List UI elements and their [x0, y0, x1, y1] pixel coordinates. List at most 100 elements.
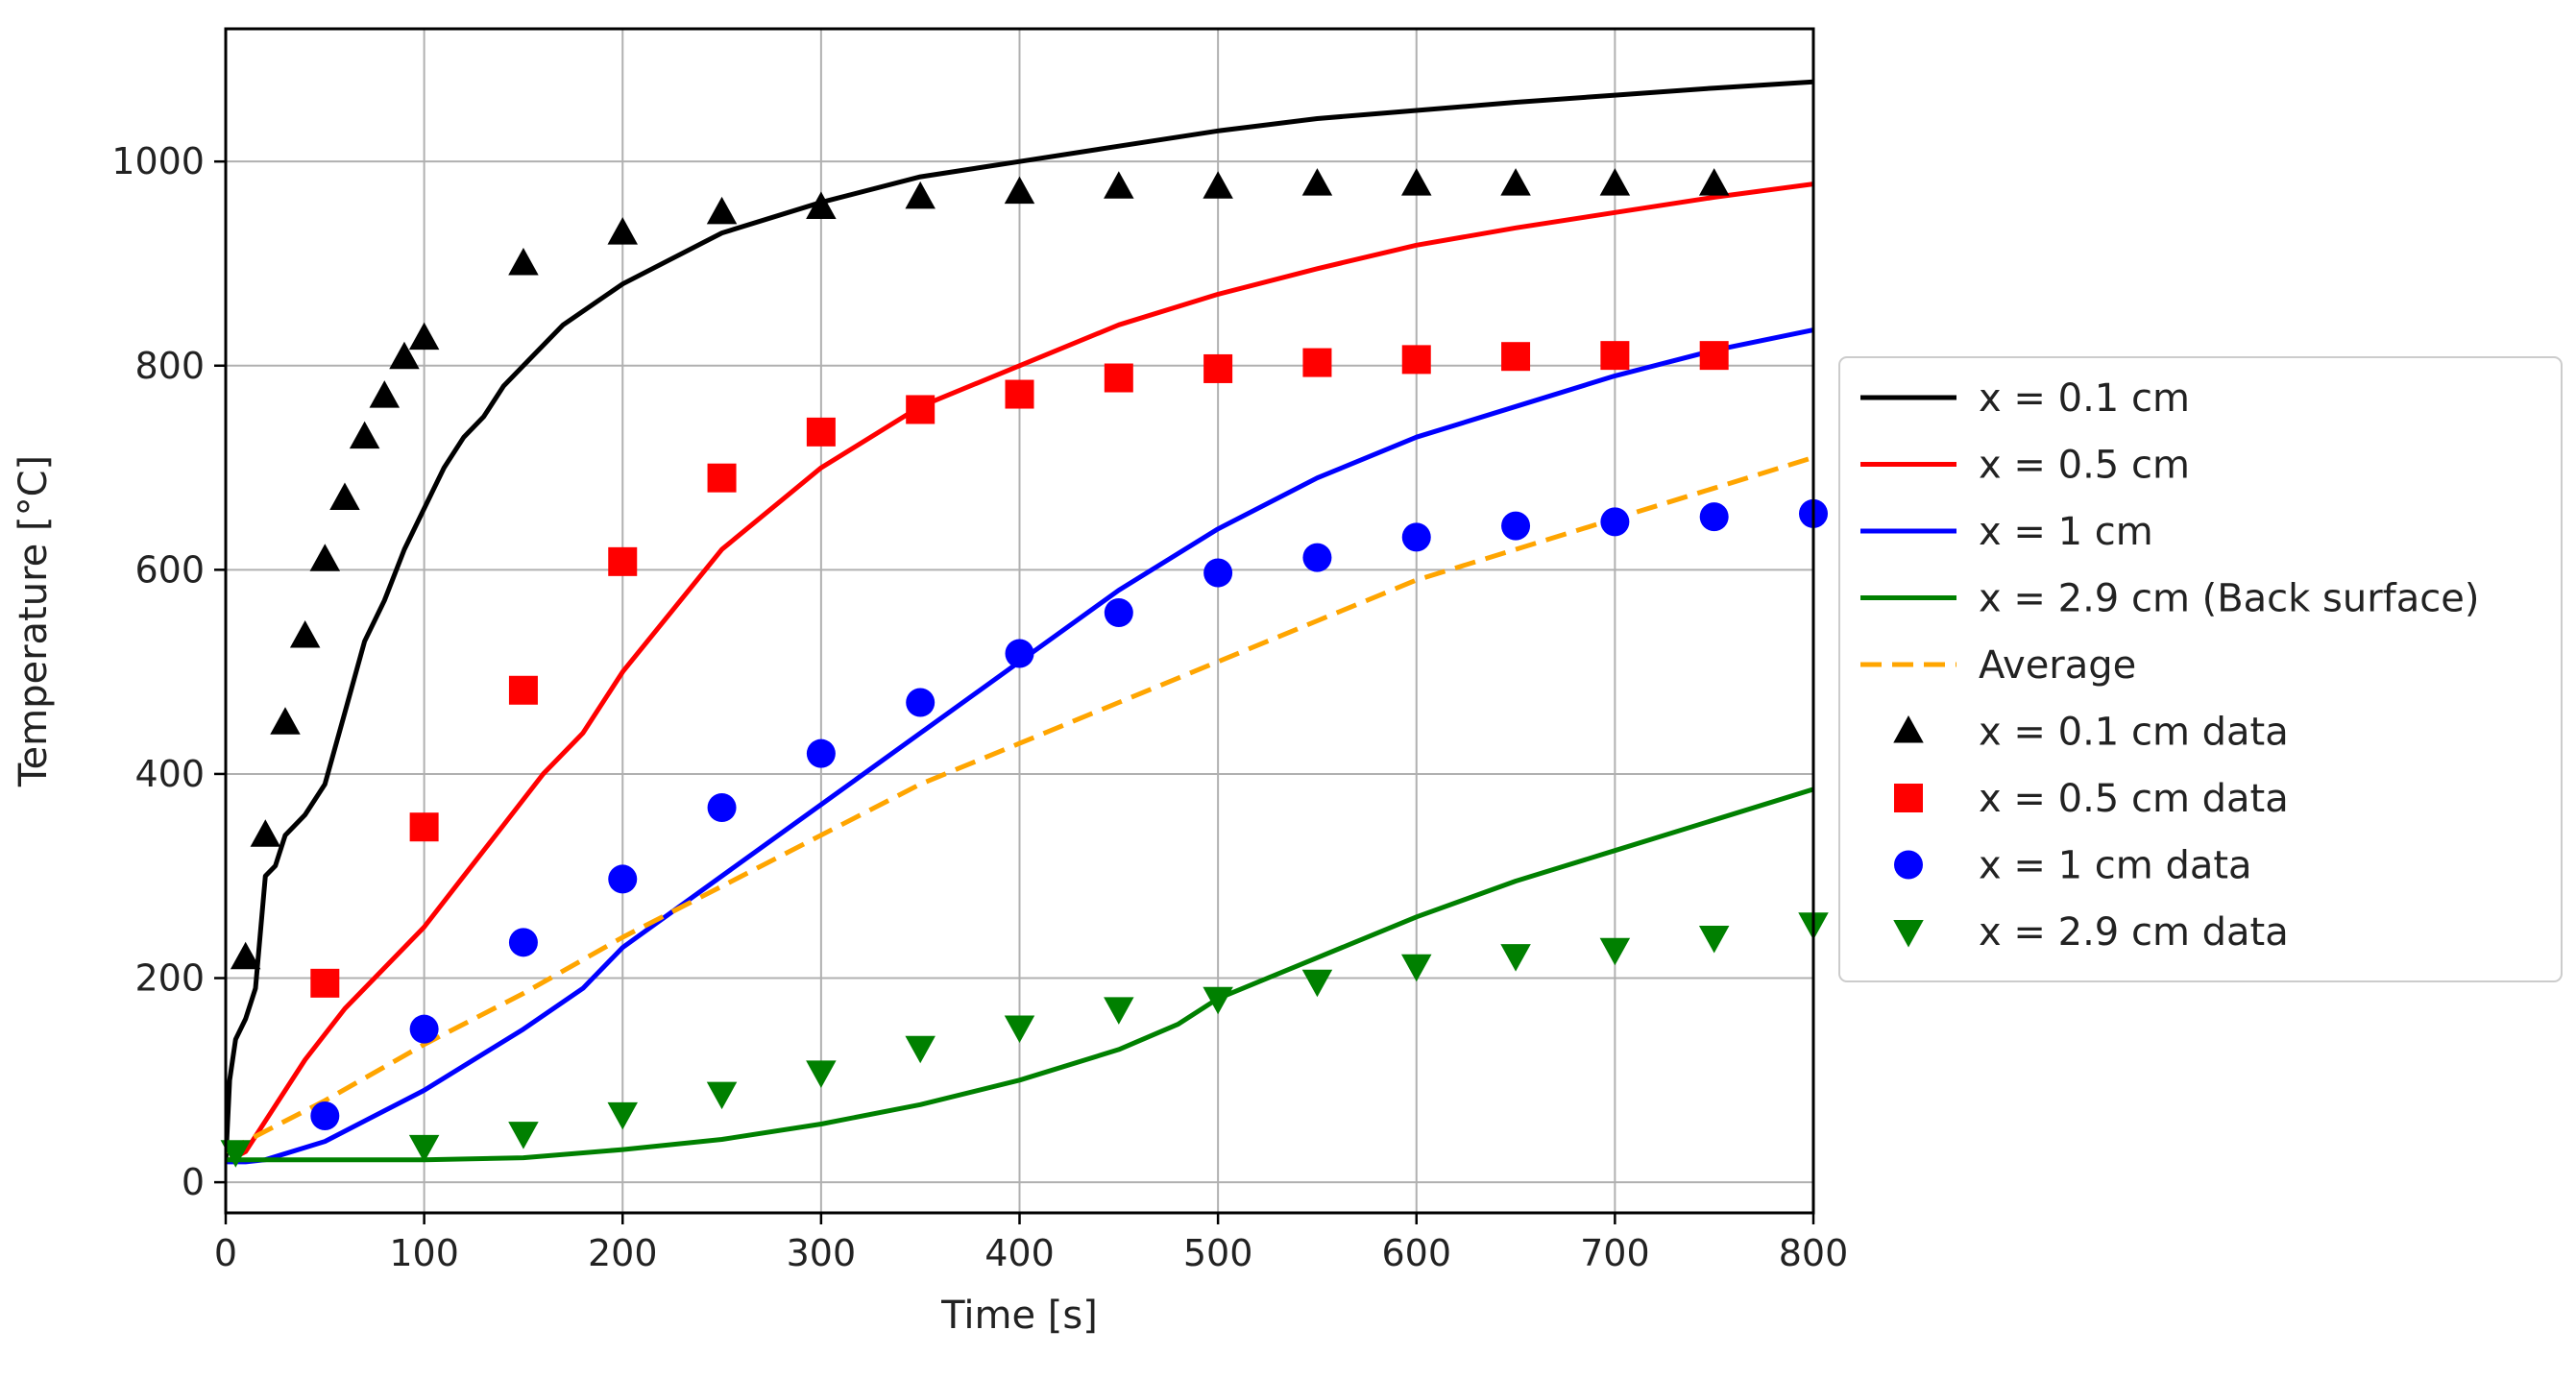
legend-label-x-0-5-cm-data: x = 0.5 cm data [1979, 777, 2289, 821]
data-point-x-2-9-cm-data [905, 1035, 936, 1064]
data-point-x-0-1-cm-data [250, 819, 281, 847]
data-point-x-1-cm-data [1302, 543, 1332, 572]
data-point-x-1-cm-data [1699, 502, 1729, 532]
legend-marker-x-0-5-cm-data [1894, 784, 1923, 812]
series-line-average [226, 455, 1813, 1154]
data-point-x-0-1-cm-data [389, 341, 420, 370]
data-point-x-1-cm-data [310, 1101, 340, 1131]
legend-label-average: Average [1979, 643, 2136, 688]
marker-layer [220, 168, 1829, 1168]
data-point-x-2-9-cm-data [1698, 926, 1730, 954]
legend-label-x-0-5-cm: x = 0.5 cm [1979, 444, 2190, 488]
data-point-x-0-1-cm-data [1698, 168, 1730, 196]
data-point-x-2-9-cm-data [1004, 1015, 1035, 1044]
x-tick-label: 400 [984, 1232, 1055, 1274]
legend-label-x-0-1-cm-data: x = 0.1 cm data [1979, 711, 2289, 755]
data-point-x-0-1-cm-data [230, 941, 261, 970]
data-point-x-0-1-cm-data [1500, 168, 1531, 196]
data-point-x-0-1-cm-data [1203, 171, 1233, 199]
legend-item-x-0-1-cm: x = 0.1 cm [1860, 376, 2190, 421]
data-point-x-0-1-cm-data [309, 544, 341, 571]
data-point-x-0-1-cm-data [329, 482, 360, 510]
data-point-x-0-5-cm-data [1005, 379, 1034, 409]
x-tick-label: 700 [1580, 1232, 1650, 1274]
data-point-x-0-5-cm-data [1501, 342, 1531, 372]
y-tick-label: 1000 [111, 140, 205, 182]
data-point-x-0-5-cm-data [1302, 348, 1332, 377]
legend-item-x-1-cm-data: x = 1 cm data [1894, 844, 2252, 888]
data-point-x-1-cm-data [1401, 522, 1431, 552]
data-point-x-2-9-cm-data [1401, 954, 1432, 982]
data-point-x-0-1-cm-data [607, 217, 638, 245]
data-point-x-2-9-cm-data [508, 1122, 539, 1149]
data-point-x-0-5-cm-data [1401, 345, 1431, 375]
legend-label-x-0-1-cm: x = 0.1 cm [1979, 376, 2190, 421]
data-point-x-0-1-cm-data [1004, 176, 1035, 205]
x-tick-label: 200 [588, 1232, 658, 1274]
legend-item-x-2-9-cm-data: x = 2.9 cm data [1893, 910, 2289, 955]
data-point-x-0-5-cm-data [906, 395, 936, 424]
data-point-x-0-1-cm-data [1104, 171, 1134, 199]
data-point-x-2-9-cm-data [1599, 937, 1631, 966]
legend: x = 0.1 cm x = 0.5 cm x = 1 cm x = 2.9 cm (… [1838, 356, 2563, 982]
y-axis-label: Temperature [°C] [12, 455, 56, 787]
data-point-x-2-9-cm-data [1104, 997, 1134, 1025]
data-point-x-2-9-cm-data [706, 1081, 738, 1110]
data-point-x-1-cm-data [409, 1014, 439, 1044]
legend-marker-x-0-1-cm-data [1893, 715, 1924, 743]
data-point-x-1-cm-data [806, 738, 836, 768]
data-point-x-2-9-cm-data [806, 1060, 837, 1088]
data-point-x-0-1-cm-data [408, 322, 440, 351]
data-point-x-0-5-cm-data [508, 675, 538, 705]
legend-marker-x-1-cm-data [1894, 850, 1923, 880]
data-point-x-0-5-cm-data [310, 968, 340, 998]
data-point-x-0-5-cm-data [1104, 363, 1133, 393]
x-tick-label: 100 [389, 1232, 459, 1274]
data-point-x-2-9-cm-data [408, 1134, 440, 1163]
y-tick-label: 200 [134, 957, 205, 1000]
data-point-x-0-1-cm-data [369, 380, 401, 408]
x-tick-label: 600 [1381, 1232, 1451, 1274]
data-point-x-1-cm-data [1203, 558, 1233, 588]
data-point-x-0-5-cm-data [1699, 341, 1729, 371]
x-tick-label: 500 [1183, 1232, 1253, 1274]
x-tick-label: 0 [214, 1232, 237, 1274]
y-tick-label: 400 [134, 753, 205, 795]
data-point-x-0-5-cm-data [1600, 341, 1630, 371]
data-point-x-1-cm-data [1104, 597, 1133, 627]
data-point-x-1-cm-data [1501, 511, 1531, 541]
legend-item-x-0-1-cm-data: x = 0.1 cm data [1893, 711, 2289, 755]
data-point-x-0-1-cm-data [289, 619, 321, 648]
data-point-x-2-9-cm-data [607, 1101, 638, 1130]
data-point-x-0-1-cm-data [1599, 168, 1631, 196]
legend-label-x-1-cm-data: x = 1 cm data [1979, 844, 2252, 888]
data-point-x-0-5-cm-data [608, 546, 638, 576]
legend-marker-x-2-9-cm-data [1893, 920, 1924, 948]
data-point-x-0-5-cm-data [806, 417, 836, 447]
data-point-x-0-5-cm-data [707, 463, 737, 493]
legend-label-x-2-9-cm-back-surface: x = 2.9 cm (Back surface) [1979, 577, 2479, 621]
data-point-x-1-cm-data [707, 793, 737, 823]
legend-item-x-2-9-cm-back-surface: x = 2.9 cm (Back surface) [1860, 577, 2479, 621]
legend-item-x-0-5-cm-data: x = 0.5 cm data [1894, 777, 2289, 821]
data-point-x-2-9-cm-data [1301, 969, 1333, 998]
data-point-x-1-cm-data [1600, 507, 1630, 537]
data-point-x-1-cm-data [508, 928, 538, 957]
data-point-x-0-1-cm-data [905, 181, 936, 209]
series-line-x-2-9-cm-back-surface [226, 786, 1813, 1163]
series-line-x-0-5-cm [226, 181, 1813, 1165]
data-point-x-0-1-cm-data [349, 421, 380, 449]
data-point-x-1-cm-data [1005, 639, 1034, 668]
legend-box [1838, 356, 2563, 982]
series-layer [226, 79, 1813, 1165]
data-point-x-0-1-cm-data [806, 191, 837, 220]
data-point-x-2-9-cm-data [1203, 986, 1233, 1015]
x-tick-label: 300 [787, 1232, 857, 1274]
y-tick-label: 600 [134, 548, 205, 591]
legend-item-average: Average [1860, 643, 2136, 688]
legend-item-x-1-cm: x = 1 cm [1860, 510, 2153, 554]
legend-entries: x = 0.1 cm x = 0.5 cm x = 1 cm x = 2.9 cm (… [1860, 376, 2479, 955]
data-point-x-0-1-cm-data [706, 196, 738, 225]
data-point-x-0-1-cm-data [508, 247, 539, 276]
